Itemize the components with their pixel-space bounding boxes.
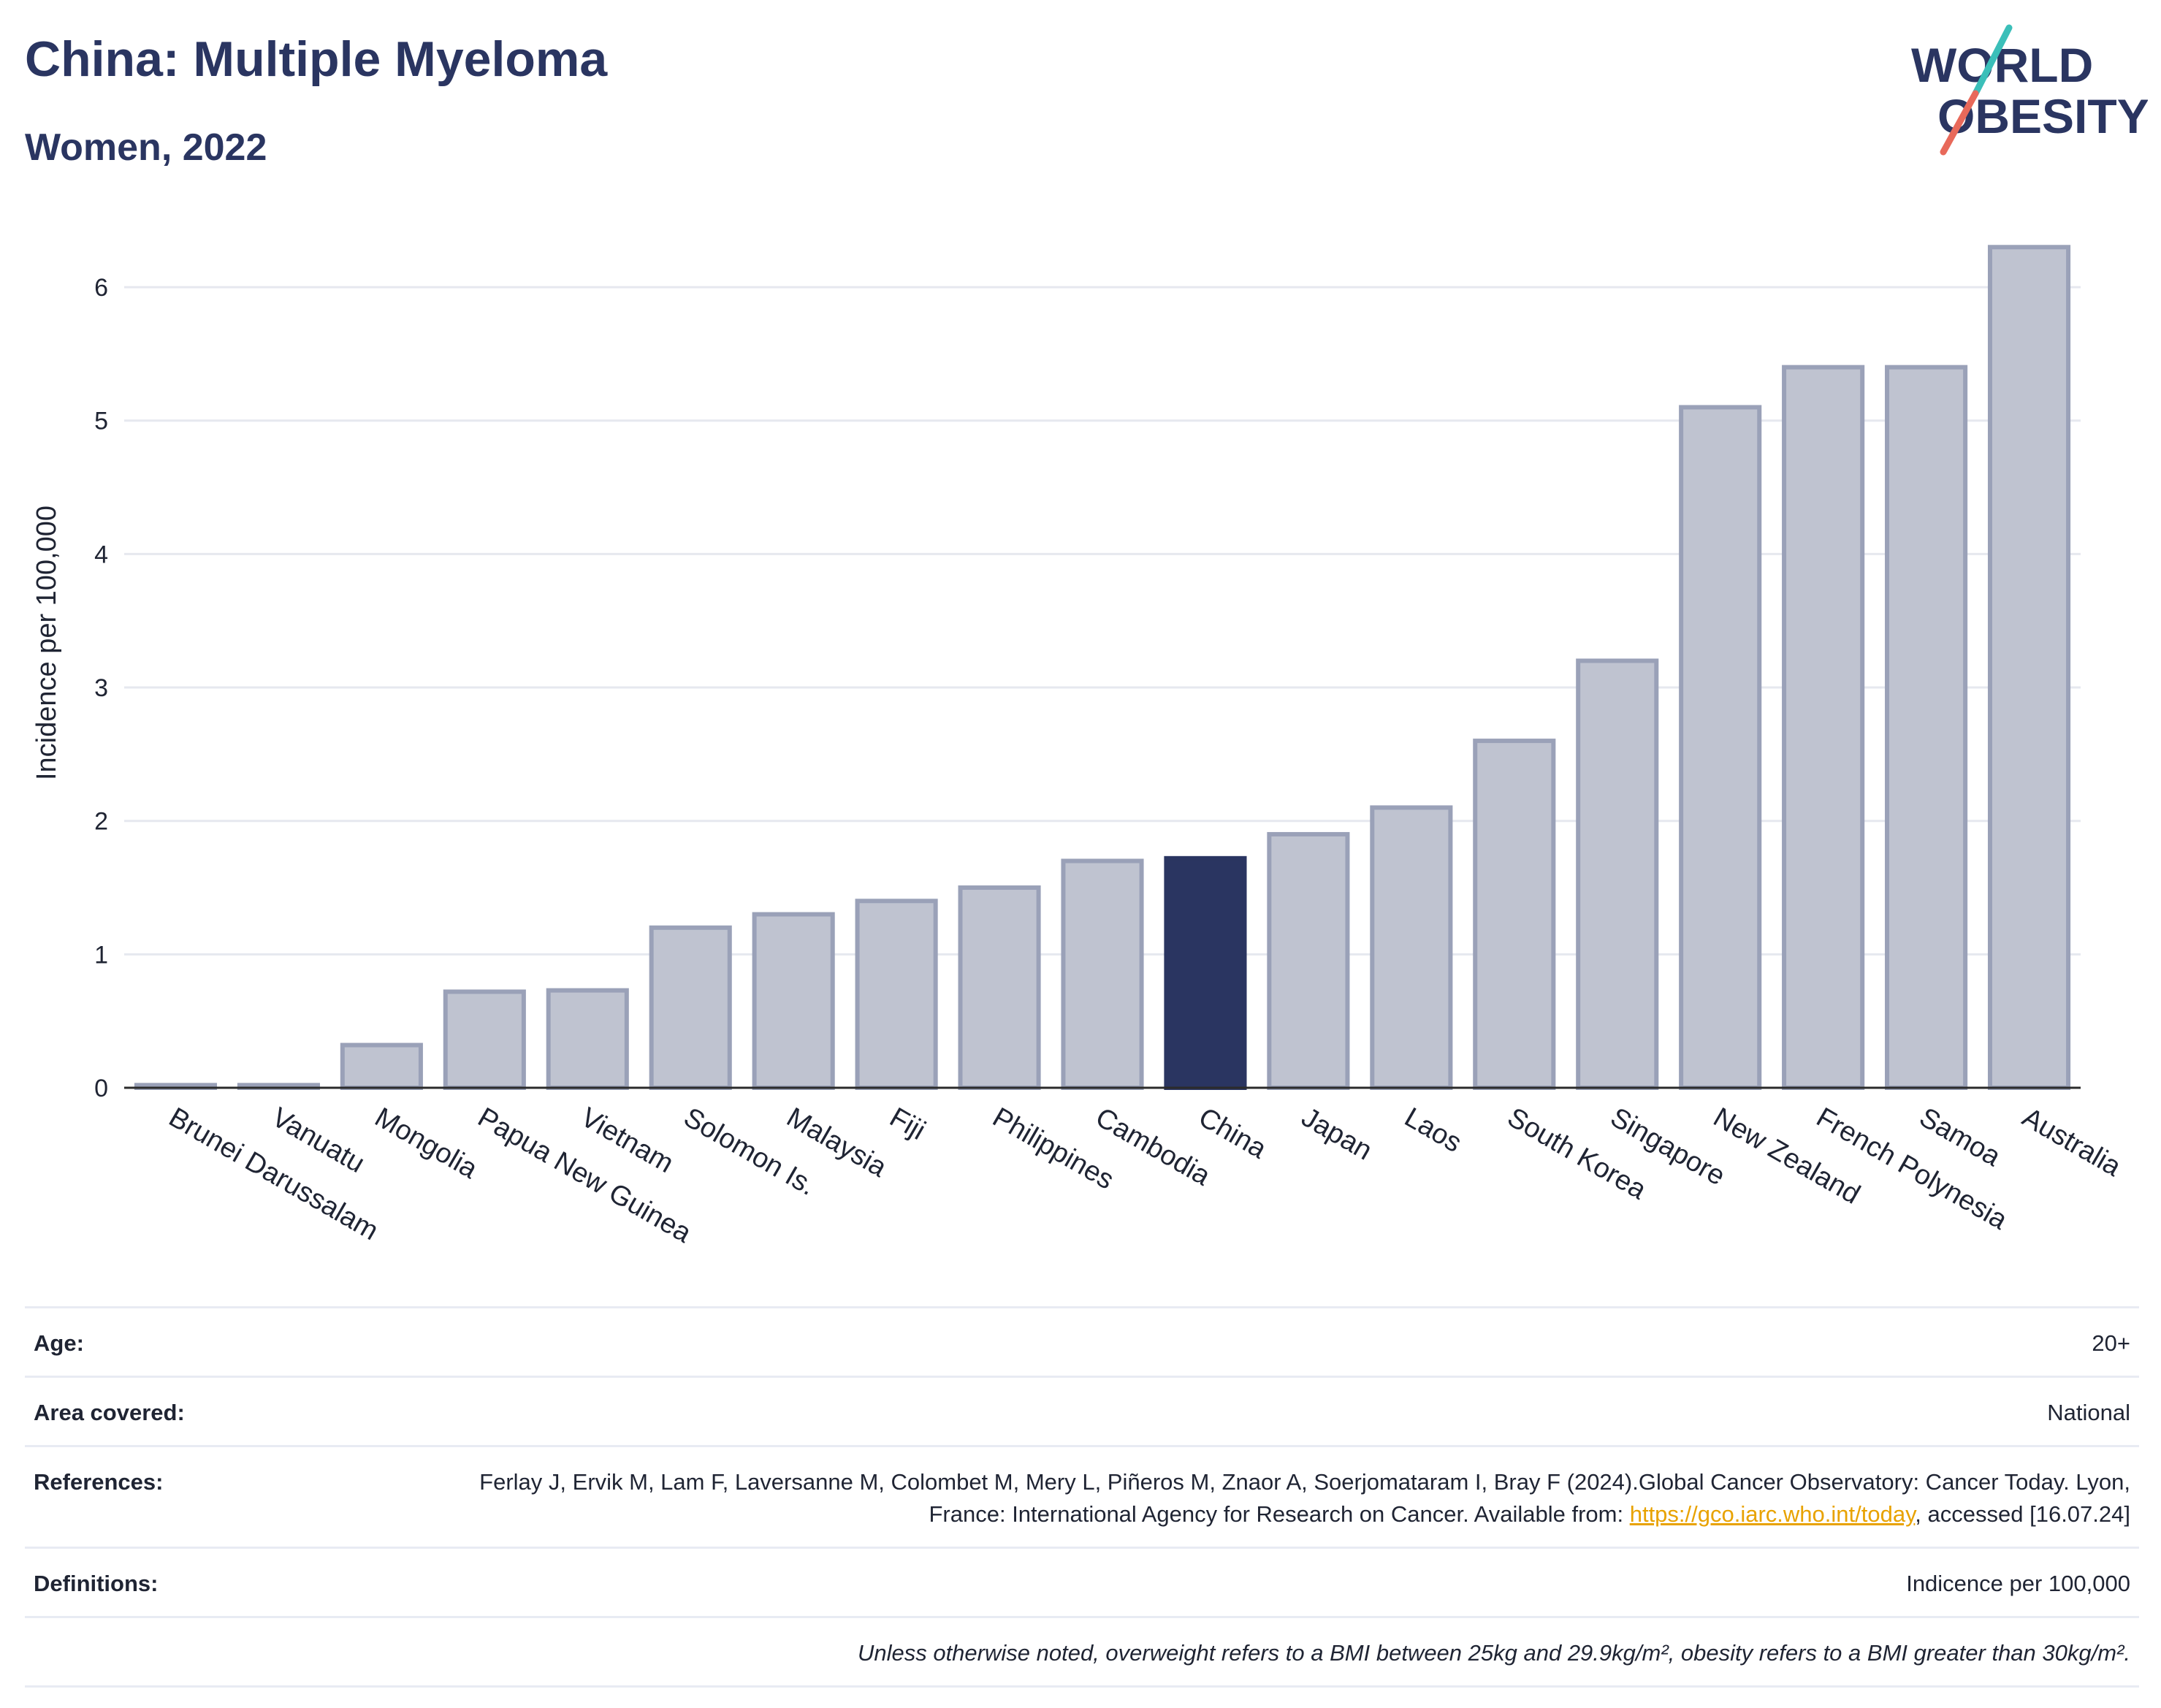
x-tick-label: China <box>1193 1102 1272 1164</box>
references-value: Ferlay J, Ervik M, Lam F, Laversanne M, … <box>413 1466 2130 1530</box>
y-tick-label: 0 <box>94 1075 108 1102</box>
area-value: National <box>2047 1400 2130 1425</box>
meta-row-note: Unless otherwise noted, overweight refer… <box>25 1616 2139 1688</box>
x-tick-label: Fiji <box>885 1102 931 1146</box>
bar <box>1370 805 1453 1090</box>
bar <box>855 899 938 1090</box>
logo-slash-teal <box>1972 24 2013 97</box>
y-axis-label: Incidence per 100,000 <box>31 506 62 780</box>
y-tick-labels: 0 1 2 3 4 5 6 <box>94 274 108 1102</box>
bar <box>340 1042 423 1091</box>
chart-title: China: Multiple Myeloma <box>25 31 608 87</box>
bar-highlight <box>1164 855 1247 1090</box>
bar <box>1576 658 1659 1090</box>
metadata-table: Age: 20+ Area covered: National Referenc… <box>25 1306 2139 1688</box>
bar <box>1061 858 1144 1090</box>
bar <box>443 989 526 1091</box>
y-tick-label: 1 <box>94 941 108 969</box>
bar <box>1267 831 1350 1090</box>
bar <box>1473 739 1556 1090</box>
y-tick-label: 2 <box>94 808 108 836</box>
bar <box>1885 365 1968 1090</box>
bar <box>958 885 1041 1090</box>
meta-row-references: References: Ferlay J, Ervik M, Lam F, La… <box>25 1445 2139 1547</box>
meta-row-area: Area covered: National <box>25 1376 2139 1445</box>
definitions-label: Definitions: <box>34 1571 159 1596</box>
x-tick-label: Japan <box>1296 1102 1377 1166</box>
bar <box>1987 245 2071 1090</box>
y-tick-label: 4 <box>94 541 108 568</box>
area-label: Area covered: <box>34 1400 185 1425</box>
world-obesity-logo: WORLD OBESITY <box>1911 24 2148 156</box>
age-value: 20+ <box>2092 1330 2130 1356</box>
bars <box>124 245 2081 1091</box>
x-tick-label: French Polynesia <box>1811 1102 2013 1236</box>
bar <box>752 912 835 1090</box>
x-tick-label: Laos <box>1399 1102 1466 1159</box>
references-label: References: <box>34 1469 164 1495</box>
x-tick-label: Australia <box>2017 1102 2127 1183</box>
y-tick-label: 5 <box>94 408 108 435</box>
references-text: Ferlay J, Ervik M, Lam F, Laversanne M, … <box>479 1469 2130 1527</box>
age-label: Age: <box>34 1330 84 1356</box>
logo-line2: OBESITY <box>1937 89 2148 143</box>
definitions-value: Indicence per 100,000 <box>1906 1571 2130 1596</box>
meta-row-age: Age: 20+ <box>25 1306 2139 1376</box>
y-tick-label: 3 <box>94 674 108 702</box>
x-tick-label: Mongolia <box>370 1102 483 1185</box>
bar <box>546 988 629 1090</box>
y-tick-label: 6 <box>94 274 108 302</box>
bar <box>1679 405 1762 1090</box>
bar <box>649 925 732 1090</box>
references-link[interactable]: https://gco.iarc.who.int/today <box>1629 1501 1916 1527</box>
chart-subtitle: Women, 2022 <box>25 126 267 169</box>
references-accessed: , accessed [16.07.24] <box>1915 1501 2130 1527</box>
bar <box>1782 365 1865 1090</box>
logo-slash-coral <box>1940 90 1979 156</box>
bmi-note: Unless otherwise noted, overweight refer… <box>857 1640 2130 1666</box>
meta-row-definitions: Definitions: Indicence per 100,000 <box>25 1547 2139 1616</box>
